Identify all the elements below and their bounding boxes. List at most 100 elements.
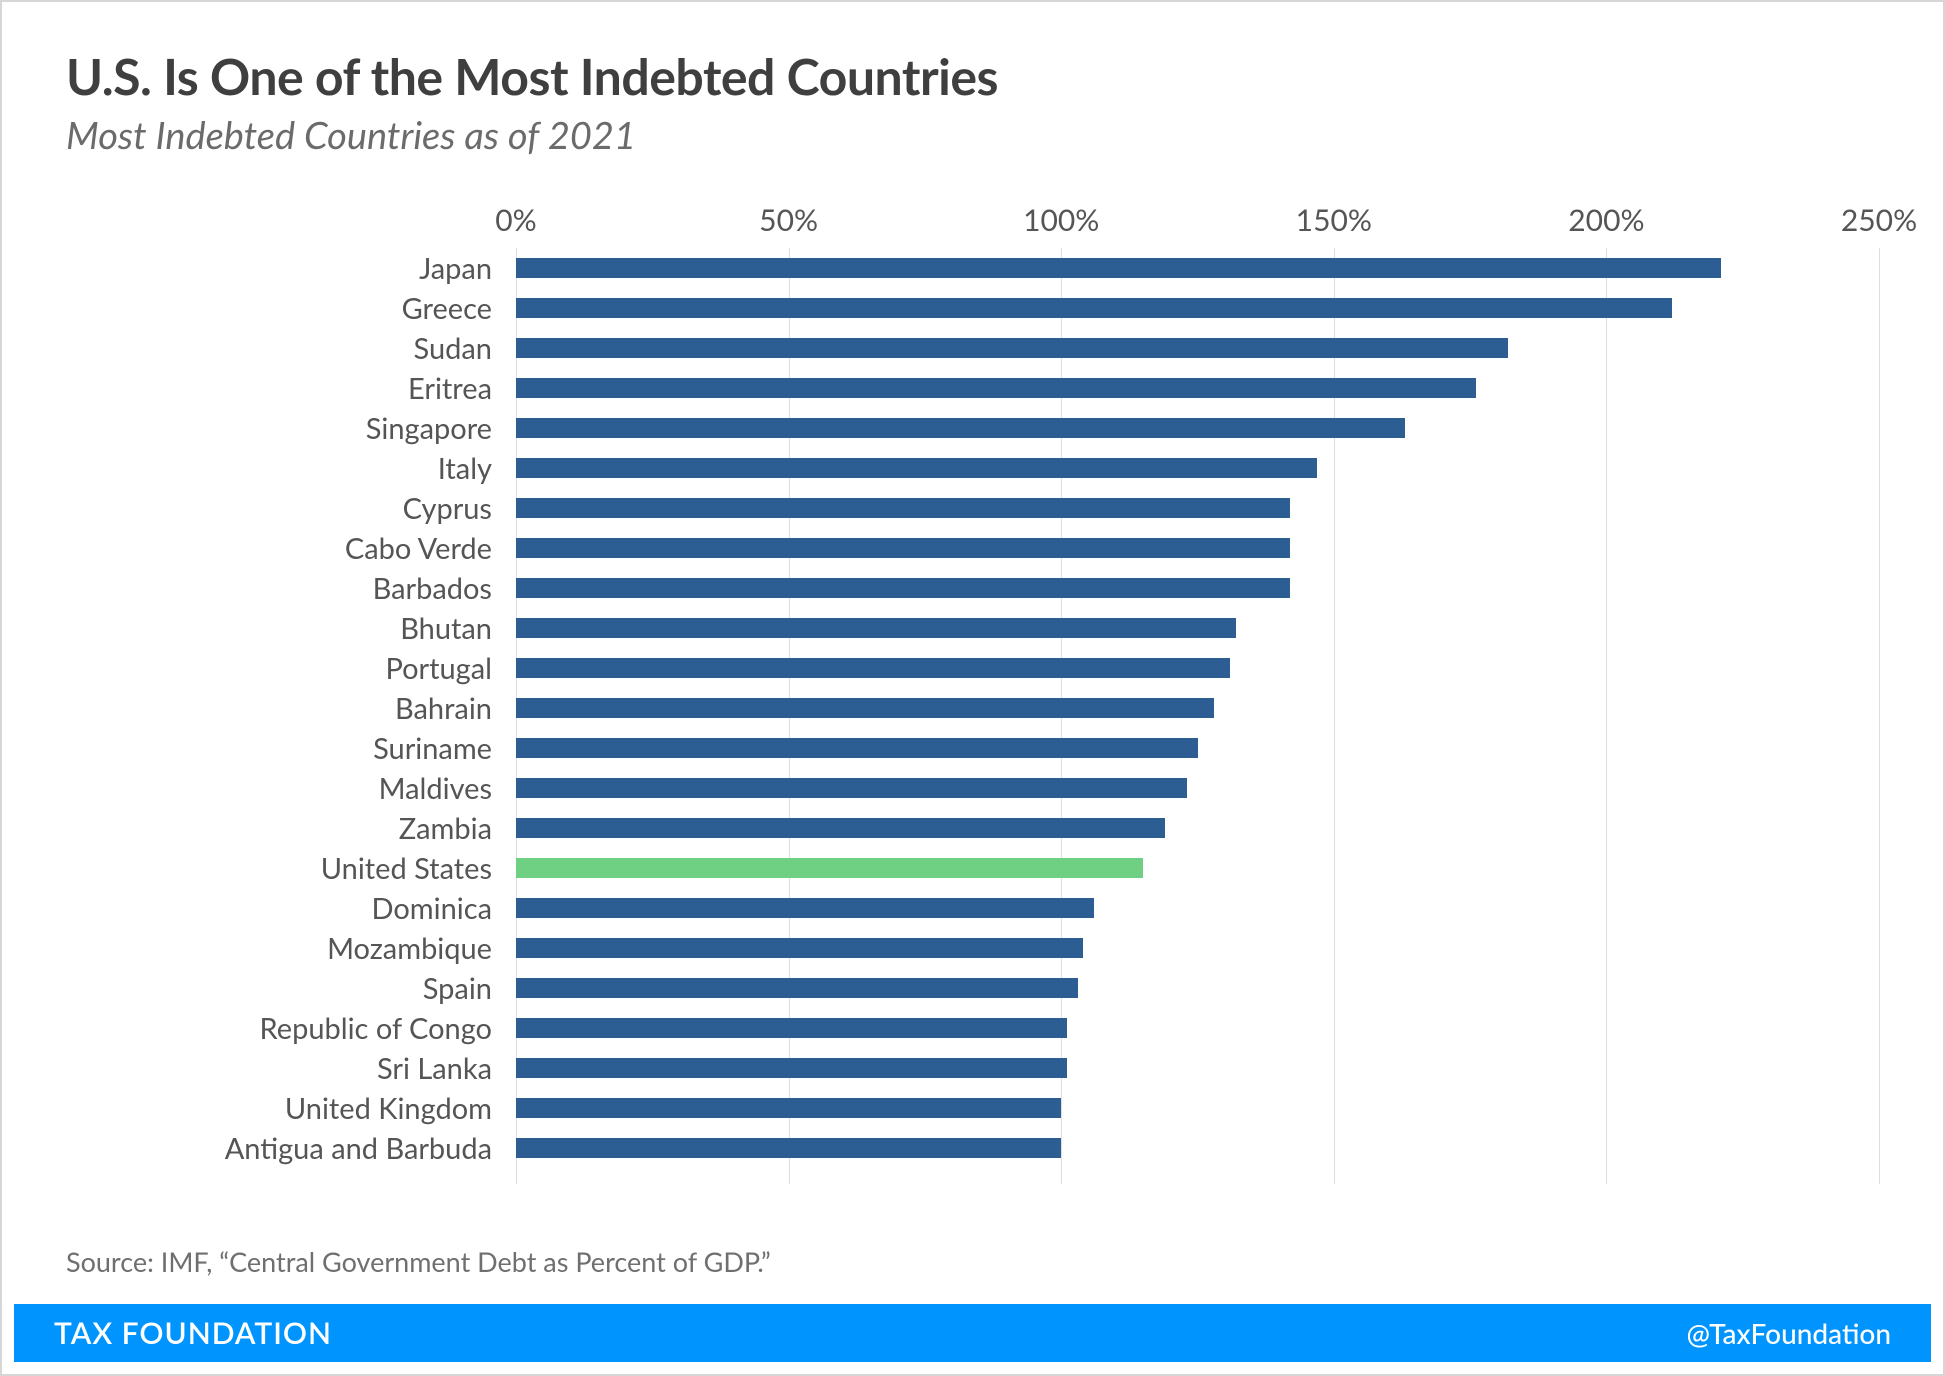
plot-cell [516,488,1879,528]
bar-row: Dominica [66,888,1879,928]
source-note: Source: IMF, “Central Government Debt as… [66,1245,771,1278]
x-tick-label: 50% [759,202,818,238]
category-label: Bhutan [66,611,516,646]
bar-row: Republic of Congo [66,1008,1879,1048]
bar [516,818,1165,838]
bar [516,858,1143,878]
category-label: Italy [66,451,516,486]
bar [516,1098,1061,1118]
category-label: Eritrea [66,371,516,406]
bar [516,938,1083,958]
category-label: Bahrain [66,691,516,726]
bar [516,418,1405,438]
plot-cell [516,648,1879,688]
bar [516,338,1508,358]
category-label: Barbados [66,571,516,606]
x-tick-label: 150% [1296,202,1372,238]
chart-card: U.S. Is One of the Most Indebted Countri… [0,0,1945,1376]
category-label: Japan [66,251,516,286]
x-axis: 0%50%100%150%200%250% [66,194,1879,248]
category-label: Maldives [66,771,516,806]
plot-cell [516,728,1879,768]
category-label: Antigua and Barbuda [66,1131,516,1166]
category-label: Greece [66,291,516,326]
bar [516,298,1672,318]
plot-cell [516,1088,1879,1128]
chart-subtitle: Most Indebted Countries as of 2021 [66,112,1879,158]
plot-cell [516,528,1879,568]
bar-row: Cabo Verde [66,528,1879,568]
bar-row: Sudan [66,328,1879,368]
bar [516,498,1290,518]
category-label: Zambia [66,811,516,846]
bar [516,738,1198,758]
plot-cell [516,968,1879,1008]
bar-row: Suriname [66,728,1879,768]
plot-cell [516,1048,1879,1088]
bar [516,458,1317,478]
bars-container: Japan Greece Sudan Eritrea Singapore Italy Cyp… [66,248,1879,1168]
x-tick-label: 250% [1841,202,1917,238]
category-label: Mozambique [66,931,516,966]
category-label: Cyprus [66,491,516,526]
bar-row: Sri Lanka [66,1048,1879,1088]
bar-row: Maldives [66,768,1879,808]
plot-cell [516,808,1879,848]
plot-cell [516,768,1879,808]
bar [516,898,1094,918]
plot-cell [516,608,1879,648]
category-label: Singapore [66,411,516,446]
bar [516,658,1230,678]
footer-brand: TAX FOUNDATION [54,1315,332,1351]
bar-row: United Kingdom [66,1088,1879,1128]
bar-row: Eritrea [66,368,1879,408]
plot-cell [516,688,1879,728]
category-label: Suriname [66,731,516,766]
bar-row: Spain [66,968,1879,1008]
bar [516,258,1721,278]
plot-cell [516,848,1879,888]
plot-cell [516,288,1879,328]
bar [516,1138,1061,1158]
plot-cell [516,1128,1879,1168]
header: U.S. Is One of the Most Indebted Countri… [2,2,1943,168]
category-label: Cabo Verde [66,531,516,566]
bar-row: Italy [66,448,1879,488]
bar [516,778,1187,798]
bar-row: Bhutan [66,608,1879,648]
category-label: Republic of Congo [66,1011,516,1046]
plot-cell [516,568,1879,608]
bar-row: Portugal [66,648,1879,688]
bar-row: Greece [66,288,1879,328]
bar [516,578,1290,598]
gridline [1879,248,1880,1184]
bar-row: United States [66,848,1879,888]
chart-title: U.S. Is One of the Most Indebted Countri… [66,46,1879,106]
bar-row: Bahrain [66,688,1879,728]
chart-area: 0%50%100%150%200%250% JapanGreeceSudanEr… [66,194,1879,1184]
plot-cell [516,248,1879,288]
category-label: United Kingdom [66,1091,516,1126]
bar [516,378,1476,398]
category-label: United States [66,851,516,886]
footer-bar: TAX FOUNDATION @TaxFoundation [14,1304,1931,1362]
plot-cell [516,928,1879,968]
plot-cell [516,368,1879,408]
bar [516,538,1290,558]
bar-row: Japan [66,248,1879,288]
x-tick-label: 0% [495,202,536,238]
plot-cell [516,1008,1879,1048]
plot-cell [516,328,1879,368]
bar [516,1018,1067,1038]
bar [516,1058,1067,1078]
bar [516,618,1236,638]
category-label: Spain [66,971,516,1006]
footer-handle: @TaxFoundation [1686,1316,1891,1350]
bar [516,978,1078,998]
x-tick-label: 100% [1023,202,1099,238]
bar-row: Mozambique [66,928,1879,968]
category-label: Sudan [66,331,516,366]
bar-row: Barbados [66,568,1879,608]
bar-row: Zambia [66,808,1879,848]
plot-cell [516,408,1879,448]
